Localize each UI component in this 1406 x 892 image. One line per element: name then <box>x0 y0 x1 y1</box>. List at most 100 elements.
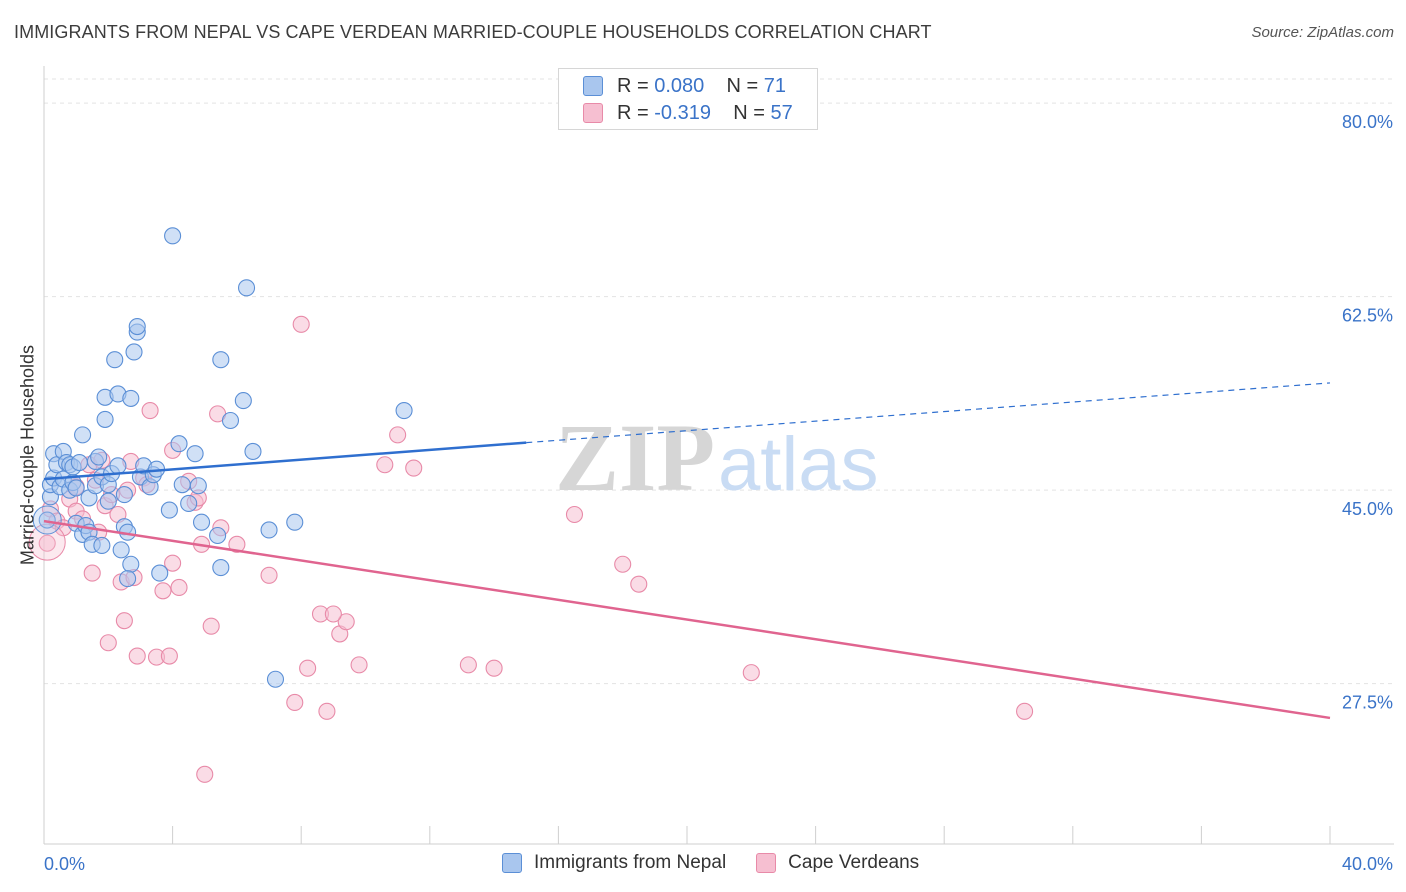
data-point-nepal <box>67 479 85 497</box>
y-tick-label: 45.0% <box>1342 499 1393 519</box>
data-point-nepal <box>122 389 140 407</box>
legend-label-nepal: Immigrants from Nepal <box>534 852 727 873</box>
legend-r-value: 0.080 <box>654 74 705 97</box>
data-point-cape-verdeans <box>565 505 584 524</box>
data-point-nepal <box>170 435 188 453</box>
nepal-points <box>32 227 413 688</box>
watermark-zip: ZIP <box>555 404 715 511</box>
data-point-cape-verdeans <box>614 555 632 573</box>
data-point-cape-verdeans <box>228 535 246 553</box>
data-point-nepal <box>122 555 140 573</box>
legend-n-value: 57 <box>770 101 793 124</box>
legend-item-nepal: Immigrants from Nepal <box>502 852 726 874</box>
data-point-cape-verdeans <box>1016 702 1034 720</box>
legend-r-label: R = <box>617 74 649 97</box>
legend-n-value: 71 <box>763 74 787 97</box>
data-point-nepal <box>266 670 285 688</box>
data-point-cape-verdeans <box>299 659 317 677</box>
data-point-nepal <box>106 351 124 369</box>
grid-lines <box>44 78 1394 685</box>
data-point-nepal <box>96 410 114 428</box>
data-point-nepal <box>112 541 130 559</box>
data-point-nepal <box>160 501 178 519</box>
x-tick-label: 40.0% <box>1342 854 1393 874</box>
data-point-cape-verdeans <box>292 315 310 333</box>
y-tick-label: 80.0% <box>1342 112 1393 132</box>
data-point-nepal <box>38 511 56 529</box>
series-legend: Immigrants from Nepal Cape Verdeans <box>502 852 949 874</box>
data-point-nepal <box>395 402 413 420</box>
data-point-cape-verdeans <box>141 402 159 420</box>
data-point-nepal <box>221 411 240 430</box>
trend-line-cape-verdeans <box>43 519 1331 720</box>
data-point-nepal <box>151 564 169 582</box>
data-point-cape-verdeans <box>202 617 220 635</box>
legend-r-value: -0.319 <box>654 101 711 124</box>
data-point-cape-verdeans <box>286 693 304 712</box>
data-point-nepal <box>93 536 111 555</box>
data-point-cape-verdeans <box>164 554 182 572</box>
data-point-cape-verdeans <box>260 566 278 584</box>
data-point-nepal <box>186 445 204 463</box>
chart-title: IMMIGRANTS FROM NEPAL VS CAPE VERDEAN MA… <box>14 22 932 42</box>
x-tick-label: 0.0% <box>44 854 85 874</box>
data-point-nepal <box>212 351 230 369</box>
data-point-cape-verdeans <box>389 426 407 444</box>
legend-swatch-nepal <box>502 853 522 873</box>
data-point-nepal <box>125 343 143 361</box>
data-point-nepal <box>32 505 62 535</box>
data-point-cape-verdeans <box>99 634 117 652</box>
legend-item-cape-verdeans: Cape Verdeans <box>756 852 919 874</box>
trend-line-nepal <box>43 441 527 481</box>
data-point-nepal <box>119 570 137 588</box>
data-point-cape-verdeans <box>324 605 342 623</box>
data-point-cape-verdeans <box>115 612 133 630</box>
data-point-cape-verdeans <box>630 575 648 593</box>
legend-swatch-nepal <box>583 76 603 96</box>
legend-n-label: N = <box>733 101 765 124</box>
data-point-nepal <box>244 442 262 461</box>
data-point-nepal <box>192 513 211 531</box>
data-point-cape-verdeans <box>337 613 355 631</box>
data-point-nepal <box>90 448 108 466</box>
cape-verdeans-points <box>28 315 1034 783</box>
data-point-nepal <box>212 559 230 577</box>
data-point-cape-verdeans <box>405 459 423 477</box>
data-point-cape-verdeans <box>485 659 503 677</box>
legend-row-nepal: R = 0.080 N = 71 <box>583 73 787 99</box>
y-tick-label: 62.5% <box>1342 306 1393 326</box>
data-point-nepal <box>70 453 88 472</box>
legend-row-cape-verdeans: R = -0.319 N = 57 <box>583 100 793 126</box>
data-point-cape-verdeans <box>154 582 172 600</box>
legend-label-cape-verdeans: Cape Verdeans <box>788 852 920 873</box>
legend-swatch-cape-verdeans <box>583 103 603 123</box>
legend-swatch-cape-verdeans <box>756 853 777 873</box>
data-point-nepal <box>260 521 278 539</box>
data-point-cape-verdeans <box>376 456 394 474</box>
data-point-cape-verdeans <box>350 656 368 674</box>
data-point-cape-verdeans <box>318 702 336 720</box>
data-point-nepal <box>74 426 92 444</box>
data-point-cape-verdeans <box>38 534 56 552</box>
data-point-nepal <box>173 476 191 494</box>
data-point-cape-verdeans <box>83 564 101 582</box>
data-point-nepal <box>234 392 252 410</box>
data-point-nepal <box>237 279 256 297</box>
y-axis-label: Married-couple Households <box>17 344 38 566</box>
data-point-nepal <box>109 457 127 475</box>
data-point-nepal <box>180 494 198 512</box>
data-point-cape-verdeans <box>128 647 146 665</box>
data-point-cape-verdeans <box>196 765 214 783</box>
source-label: Source: ZipAtlas.com <box>1251 24 1394 41</box>
data-point-cape-verdeans <box>459 656 477 674</box>
legend-r-label: R = <box>617 101 649 124</box>
data-point-cape-verdeans <box>160 647 178 665</box>
watermark-atlas: atlas <box>718 422 879 507</box>
legend-n-label: N = <box>726 74 759 97</box>
data-point-nepal <box>128 317 146 336</box>
data-point-nepal <box>286 513 304 531</box>
data-point-cape-verdeans <box>170 578 188 597</box>
data-point-cape-verdeans <box>742 664 760 682</box>
tick-labels: 27.5% 45.0% 62.5% 80.0% 0.0% 40.0% <box>44 112 1393 874</box>
